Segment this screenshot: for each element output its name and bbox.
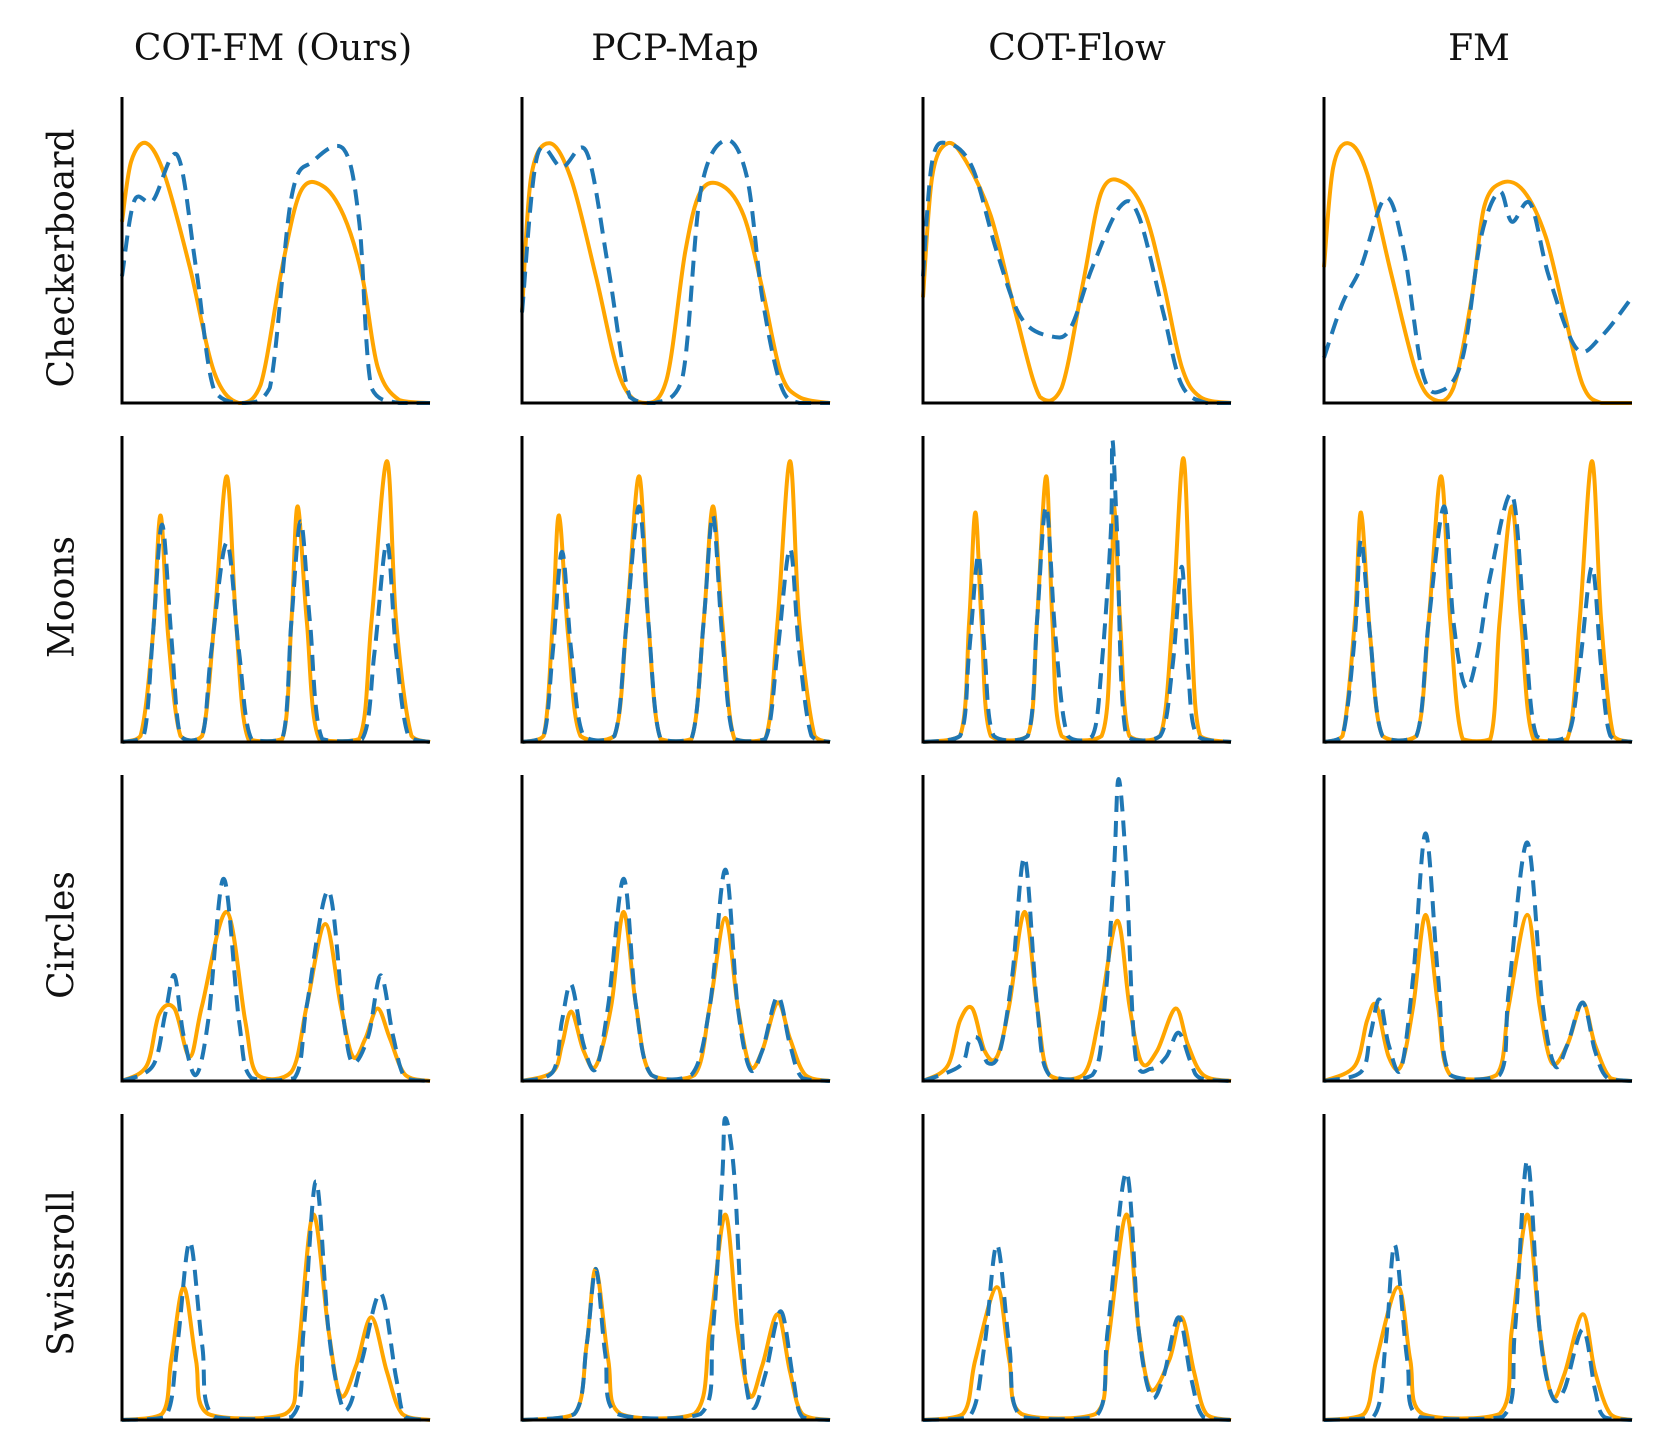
truth-density-line <box>921 140 1232 405</box>
model-density-line <box>1323 831 1633 1083</box>
truth-density-line <box>520 141 831 405</box>
panel-moons-1 <box>520 436 831 744</box>
column-title-pcp-map: PCP-Map <box>591 28 759 69</box>
truth-density-line <box>1323 912 1633 1083</box>
truth-density-line <box>922 1212 1232 1422</box>
panel-circles-3 <box>1322 775 1633 1083</box>
model-density-line <box>520 138 830 405</box>
truth-density-line <box>121 1212 431 1422</box>
panel-checkerboard-3 <box>1322 97 1634 405</box>
panel-moons-3 <box>1322 436 1633 744</box>
model-density-line <box>121 1179 431 1422</box>
model-density-line <box>921 140 1231 405</box>
model-density-line <box>922 438 1232 744</box>
column-title-cot-fm: COT-FM (Ours) <box>133 28 413 69</box>
model-density-line <box>1322 189 1634 395</box>
panel-circles-2 <box>921 775 1232 1083</box>
truth-density-line <box>120 909 431 1083</box>
model-density-line <box>1323 491 1633 744</box>
column-title-fm: FM <box>1448 28 1510 69</box>
truth-density-line <box>1323 1212 1633 1422</box>
panel-moons-0 <box>120 436 431 744</box>
model-density-line <box>120 143 430 405</box>
model-density-line <box>922 777 1232 1083</box>
panel-swissroll-0 <box>120 1114 431 1422</box>
panel-circles-1 <box>520 775 831 1083</box>
model-density-line <box>121 876 431 1083</box>
model-density-line <box>1323 1158 1633 1422</box>
model-density-line <box>521 867 831 1083</box>
panel-swissroll-1 <box>520 1114 831 1422</box>
panel-swissroll-3 <box>1322 1114 1633 1422</box>
truth-density-line <box>921 909 1232 1083</box>
truth-density-line <box>120 140 431 405</box>
column-title-cot-flow: COT-Flow <box>988 28 1166 69</box>
truth-density-line <box>1322 141 1632 405</box>
panel-moons-2 <box>921 436 1232 744</box>
panel-circles-0 <box>120 775 431 1083</box>
panel-checkerboard-0 <box>120 97 431 405</box>
panel-checkerboard-2 <box>921 97 1232 405</box>
model-density-line <box>922 1170 1232 1422</box>
model-density-line <box>521 1116 831 1422</box>
panel-checkerboard-1 <box>520 97 831 405</box>
panel-swissroll-2 <box>921 1114 1232 1422</box>
